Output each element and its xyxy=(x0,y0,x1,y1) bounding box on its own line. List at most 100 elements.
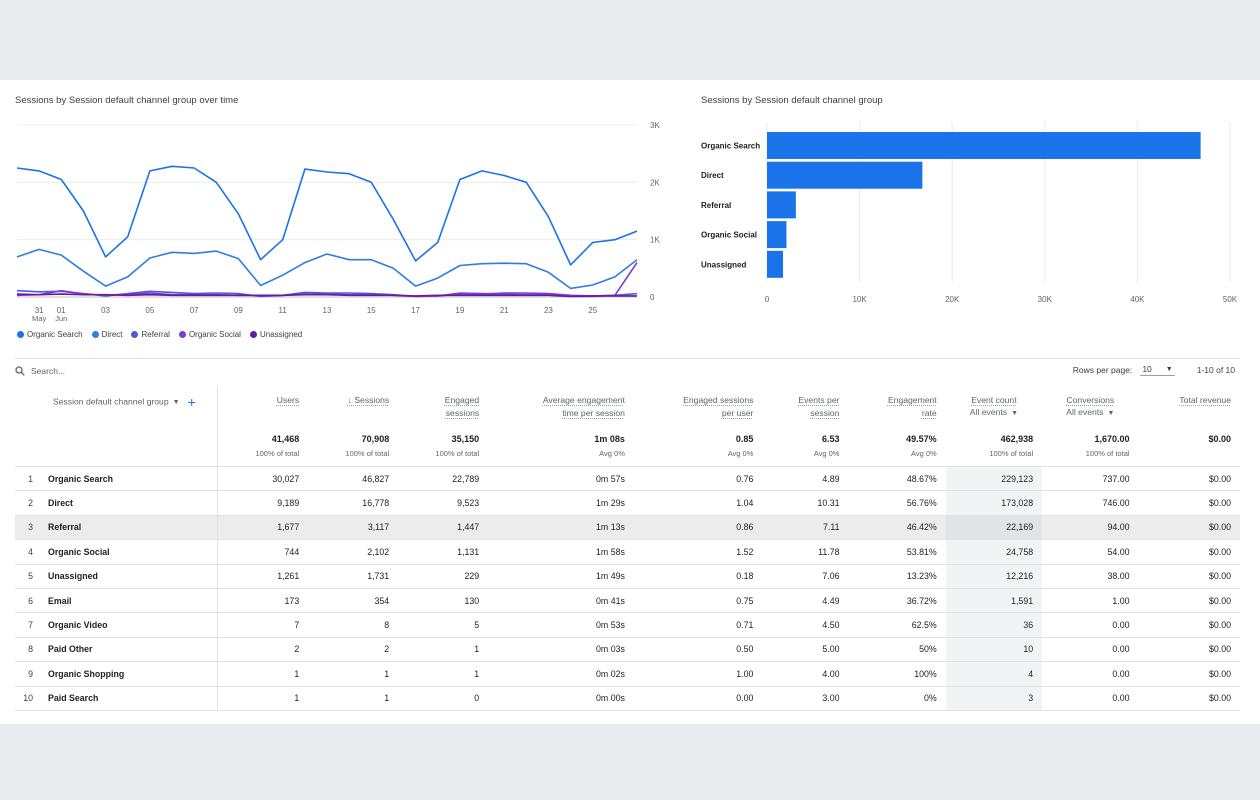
legend-item[interactable]: Organic Social xyxy=(178,330,241,339)
metric-cell: 229 xyxy=(398,563,489,589)
metric-cell: 0.18 xyxy=(633,563,763,589)
column-header[interactable]: Event count All events ▼ xyxy=(969,395,1018,417)
metric-cell: 0.00 xyxy=(1042,685,1139,711)
column-header[interactable]: Average engagement time per session xyxy=(542,395,625,418)
total-cell: 35,150 100% of total xyxy=(435,434,480,458)
table-row[interactable]: 8 Paid Other 2 2 1 0m 03s 0.50 5.00 50% 10 0.00 $0.… xyxy=(15,636,1240,662)
legend-item[interactable]: Unassigned xyxy=(249,330,302,339)
bar-chart: 0 10K 20K 30K 40K 50K Organic Search Direct Refe… xyxy=(701,122,1238,304)
x-tick-label: 31 xyxy=(35,306,44,315)
metric-cell: 1,261 xyxy=(217,563,309,589)
row-index: 7 xyxy=(15,612,39,638)
channel-name[interactable]: Unassigned xyxy=(39,563,218,589)
metric-cell: 62.5% xyxy=(848,612,946,638)
table-row[interactable]: 2 Direct 9,189 16,778 9,523 1m 29s 1.04 10.31 56… xyxy=(15,490,1240,516)
table-search[interactable]: Search... xyxy=(15,366,65,376)
search-input[interactable]: Search... xyxy=(31,366,66,376)
x-tick-label: 05 xyxy=(145,306,154,315)
dropdown-caret-icon[interactable]: ▼ xyxy=(1107,410,1115,417)
rows-per-page-select[interactable]: 10 ▼ xyxy=(1140,364,1175,376)
metric-cell: 0.00 xyxy=(1042,612,1139,638)
metric-cell: 0m 53s xyxy=(488,612,634,638)
channel-name[interactable]: Paid Search xyxy=(39,685,218,711)
x-tick-label: 11 xyxy=(279,306,288,315)
x-tick-label: 13 xyxy=(323,306,332,315)
metric-cell: 30,027 xyxy=(217,465,309,491)
table-row[interactable]: 3 Referral 1,677 3,117 1,447 1m 13s 0.86 7.11 46… xyxy=(15,514,1240,540)
x-tick-label: 23 xyxy=(544,306,553,315)
legend-label: Organic Search xyxy=(27,330,83,339)
channel-name[interactable]: Referral xyxy=(39,514,218,540)
column-header[interactable]: Conversions All events ▼ xyxy=(1066,395,1115,417)
column-header[interactable]: Engaged sessions per user xyxy=(683,395,754,418)
legend-item[interactable]: Organic Search xyxy=(17,330,83,339)
add-dimension-icon[interactable]: + xyxy=(187,394,196,410)
column-header[interactable]: ↓ Sessions xyxy=(347,395,390,405)
metric-cell: 9,189 xyxy=(217,490,309,516)
x-tick-sublabel: May xyxy=(32,314,46,323)
metric-cell: 0 xyxy=(398,685,489,711)
rows-per-page-label: Rows per page: xyxy=(1072,365,1133,375)
total-cell: 0.85 Avg 0% xyxy=(727,434,754,458)
metric-cell: 0.75 xyxy=(633,587,763,613)
metric-cell: $0.00 xyxy=(1138,563,1240,589)
column-header[interactable]: Events per session xyxy=(798,395,840,418)
metric-cell: 4.50 xyxy=(762,612,849,638)
x-tick-label: 50K xyxy=(1223,295,1238,304)
table-row[interactable]: 6 Email 173 354 130 0m 41s 0.75 4.49 36.72% 1,591… xyxy=(15,587,1240,613)
metric-cell: 0m 03s xyxy=(488,636,634,662)
channel-name[interactable]: Organic Video xyxy=(39,612,218,638)
legend-item[interactable]: Direct xyxy=(91,330,122,339)
metric-cell: 1 xyxy=(398,636,489,662)
table-row[interactable]: 4 Organic Social 744 2,102 1,131 1m 58s 1.52 11… xyxy=(15,539,1240,565)
category-label: Organic Search xyxy=(701,142,760,151)
table-row[interactable]: 10 Paid Search 1 1 0 0m 00s 0.00 3.00 0% 3 0.00 $0.… xyxy=(15,685,1240,711)
x-tick-label: 09 xyxy=(234,306,243,315)
report-table: Session default channel group ▼ + Users ↓ S… xyxy=(15,386,1240,711)
total-cell: 1,670.00 100% of total xyxy=(1085,434,1130,458)
dropdown-caret-icon: ▼ xyxy=(1165,365,1173,373)
metric-cell: 1m 49s xyxy=(488,563,634,589)
metric-cell: 3 xyxy=(945,685,1043,711)
legend-label: Organic Social xyxy=(188,330,241,339)
table-row[interactable]: 1 Organic Search 30,027 46,827 22,789 0m 57s 0… xyxy=(15,465,1240,491)
channel-name[interactable]: Email xyxy=(39,587,218,613)
channel-name[interactable]: Direct xyxy=(39,490,218,516)
metric-cell: 1.04 xyxy=(633,490,763,516)
table-row[interactable]: 5 Unassigned 1,261 1,731 229 1m 49s 0.18 7.06 13… xyxy=(15,563,1240,589)
metric-cell: $0.00 xyxy=(1138,465,1240,491)
metric-cell: 1 xyxy=(308,661,399,687)
column-header[interactable]: Engagement rate xyxy=(887,395,937,418)
bar-referral xyxy=(767,191,796,219)
dropdown-caret-icon[interactable]: ▼ xyxy=(1011,410,1018,417)
metric-cell: $0.00 xyxy=(1138,612,1240,638)
metric-cell: 229,123 xyxy=(945,465,1043,491)
bar-direct xyxy=(767,161,923,189)
metric-cell: 1 xyxy=(398,661,489,687)
row-index: 6 xyxy=(15,587,39,613)
table-row[interactable]: 7 Organic Video 7 8 5 0m 53s 0.71 4.50 62.5% 36 0.… xyxy=(15,612,1240,638)
column-header[interactable]: Users xyxy=(276,395,300,405)
table-row[interactable]: 9 Organic Shopping 1 1 1 0m 02s 1.00 4.00 100% 4 0… xyxy=(15,661,1240,687)
channel-name[interactable]: Paid Other xyxy=(39,636,218,662)
channel-name[interactable]: Organic Shopping xyxy=(39,661,218,687)
series-line-unassigned xyxy=(16,293,637,298)
legend-dot-icon xyxy=(178,331,186,338)
column-header[interactable]: Engaged sessions xyxy=(444,395,480,418)
x-tick-label: 0 xyxy=(765,295,770,304)
row-index: 1 xyxy=(15,465,39,491)
pagination: Rows per page: 10 ▼ 1-10 of 10 xyxy=(1073,364,1235,376)
column-header[interactable]: Total revenue xyxy=(1179,395,1231,405)
total-cell: 70,908 100% of total xyxy=(345,434,390,458)
channel-name[interactable]: Organic Social xyxy=(39,539,218,565)
metric-cell: 36 xyxy=(945,612,1043,638)
y-tick-label: 3K xyxy=(650,121,660,130)
legend-item[interactable]: Referral xyxy=(131,330,170,339)
channel-name[interactable]: Organic Search xyxy=(39,465,218,491)
row-index: 9 xyxy=(15,661,39,687)
dimension-header[interactable]: Session default channel group ▼ + xyxy=(15,386,218,428)
dimension-dropdown-icon[interactable]: ▼ xyxy=(172,399,180,407)
metric-cell: 48.67% xyxy=(848,465,946,491)
dimension-header-label: Session default channel group xyxy=(53,396,169,407)
